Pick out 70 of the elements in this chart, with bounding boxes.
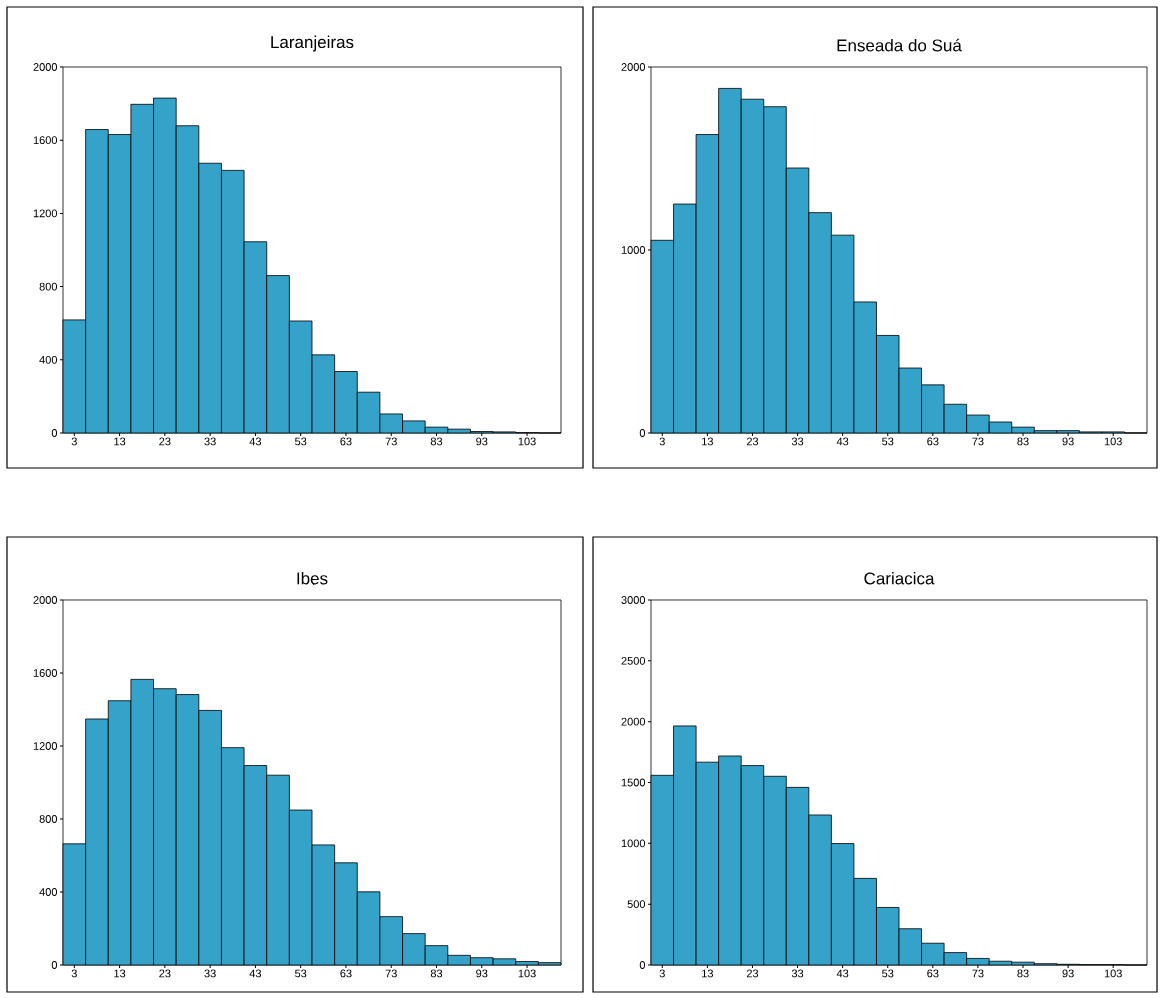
x-tick-label: 93 (1062, 969, 1074, 978)
y-tick-label: 2000 (33, 63, 58, 71)
y-tick-label: 1500 (621, 778, 646, 787)
x-tick-label: 43 (836, 437, 849, 446)
x-tick-label: 13 (114, 969, 126, 978)
y-tick-label: 400 (39, 888, 58, 896)
x-tick-label: 73 (972, 437, 984, 446)
x-tick-label: 23 (746, 437, 759, 446)
x-tick-label: 23 (746, 969, 759, 978)
y-tick-label: 500 (627, 900, 646, 909)
x-tick-label: 73 (385, 437, 397, 446)
x-tick-label: 73 (972, 969, 984, 978)
x-tick-label: 3 (659, 437, 665, 446)
x-tick-label: 13 (702, 437, 713, 446)
x-tick-label: 3 (659, 969, 665, 978)
x-tick-label: 13 (114, 437, 126, 446)
x-tick-label: 13 (702, 969, 713, 978)
y-tick-label: 1000 (621, 839, 646, 848)
y-tick-label: 0 (639, 961, 646, 969)
x-tick-label: 73 (385, 969, 397, 978)
x-tick-label: 53 (882, 437, 894, 446)
y-tick-label: 2000 (621, 63, 646, 71)
x-tick-label: 43 (249, 969, 262, 978)
x-tick-label: 33 (204, 437, 216, 446)
y-tick-label: 1200 (33, 209, 58, 218)
x-tick-label: 63 (340, 969, 352, 978)
x-tick-label: 3 (71, 969, 77, 978)
x-tick-label: 3 (71, 437, 77, 446)
x-tick-label: 43 (836, 969, 849, 978)
x-tick-label: 63 (927, 969, 939, 978)
x-tick-label: 93 (476, 969, 488, 978)
x-tick-label: 53 (295, 969, 307, 978)
chart-title: Laranjeiras (271, 35, 354, 52)
x-tick-label: 23 (159, 969, 171, 978)
y-tick-label: 800 (39, 815, 58, 823)
y-tick-label: 0 (51, 429, 58, 437)
x-tick-label: 23 (159, 437, 171, 446)
x-tick-label: 93 (476, 437, 488, 446)
y-tick-label: 1600 (33, 669, 58, 677)
x-tick-label: 33 (204, 969, 216, 978)
x-tick-label: 103 (1104, 969, 1122, 978)
y-tick-label: 400 (39, 355, 58, 364)
y-tick-label: 1000 (621, 246, 646, 254)
chart-title: Cariacica (864, 571, 935, 585)
y-tick-label: 1600 (33, 136, 58, 145)
x-tick-label: 63 (340, 437, 352, 446)
x-tick-label: 83 (430, 437, 443, 446)
x-tick-label: 43 (249, 437, 262, 446)
x-tick-label: 93 (1062, 437, 1074, 446)
x-tick-label: 53 (295, 437, 307, 446)
y-tick-label: 3000 (621, 596, 646, 604)
x-tick-label: 33 (791, 437, 804, 446)
x-tick-label: 33 (791, 969, 804, 978)
x-tick-label: 83 (1017, 969, 1029, 978)
y-tick-label: 2000 (621, 717, 646, 726)
chart-title: Enseada do Suá (837, 38, 962, 52)
x-tick-label: 53 (882, 969, 894, 978)
chart-title: Ibes (297, 571, 328, 585)
y-tick-label: 2500 (621, 656, 646, 665)
y-tick-label: 0 (639, 429, 646, 437)
x-tick-label: 63 (927, 437, 939, 446)
x-tick-label: 83 (1017, 437, 1029, 446)
y-tick-label: 800 (39, 282, 58, 291)
x-tick-label: 103 (518, 969, 536, 978)
x-tick-label: 103 (518, 437, 536, 446)
y-tick-label: 2000 (33, 596, 58, 604)
x-tick-label: 83 (430, 969, 443, 978)
y-tick-label: 1200 (33, 742, 58, 750)
y-tick-label: 0 (51, 961, 58, 969)
x-tick-label: 103 (1104, 437, 1122, 446)
